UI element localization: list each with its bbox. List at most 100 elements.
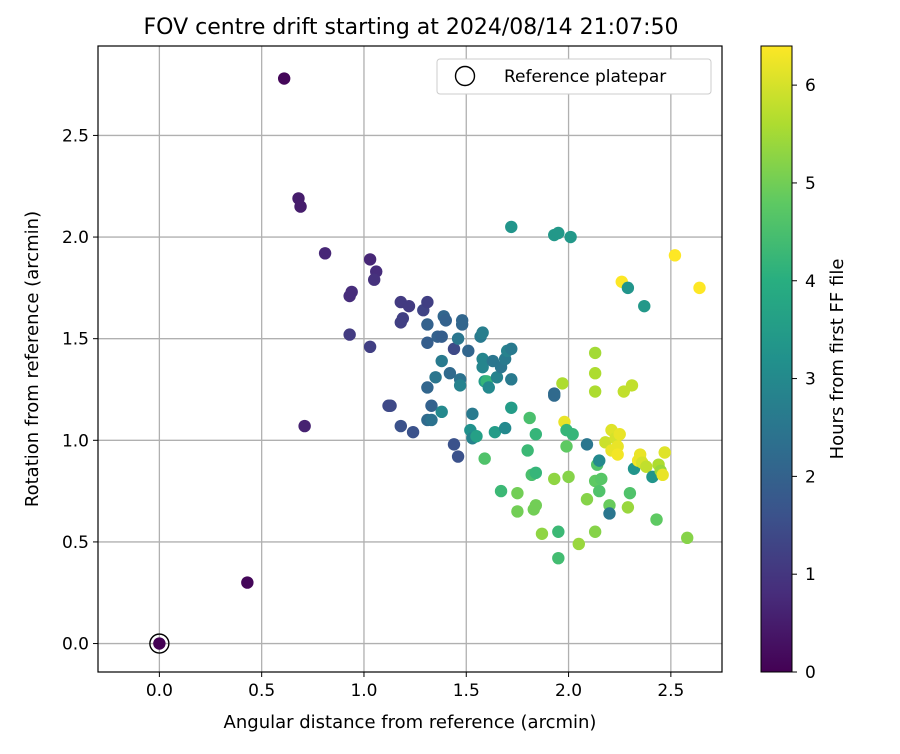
x-axis-label: Angular distance from reference (arcmin) — [224, 712, 597, 733]
data-point — [613, 428, 626, 441]
data-point — [588, 346, 602, 360]
data-point — [429, 371, 442, 384]
data-point — [455, 314, 469, 327]
data-point — [693, 281, 706, 295]
x-tick-label: 2.5 — [657, 681, 684, 701]
chart-title: FOV centre drift starting at 2024/08/14 … — [144, 15, 679, 40]
y-tick-label: 0.0 — [62, 635, 89, 655]
data-point — [494, 484, 508, 498]
data-point — [656, 468, 669, 482]
data-point — [611, 448, 624, 461]
x-axis-ticks: 0.0 0.5 1.0 1.5 2.0 2.5 — [146, 672, 684, 701]
y-tick-label: 2.5 — [62, 126, 89, 146]
data-point — [505, 220, 518, 234]
data-point — [318, 247, 332, 260]
data-point — [277, 72, 291, 85]
legend-marker-icon — [454, 65, 476, 87]
data-point — [505, 342, 518, 356]
x-tick-label: 1.0 — [350, 681, 377, 701]
data-point — [529, 466, 543, 480]
data-point — [490, 371, 504, 384]
data-point — [470, 430, 483, 443]
data-point — [623, 486, 637, 500]
y-tick-label: 1.5 — [62, 330, 89, 350]
data-point — [560, 440, 573, 453]
data-point — [425, 413, 438, 427]
data-point — [566, 428, 579, 441]
data-point — [552, 226, 565, 240]
colorbar-ticks: 0 1 2 3 4 5 6 — [792, 76, 816, 683]
legend-box — [436, 58, 712, 95]
data-point — [394, 419, 407, 433]
data-point — [564, 230, 577, 244]
data-point — [650, 513, 663, 526]
data-point — [478, 452, 491, 465]
data-point — [435, 405, 448, 419]
data-point — [439, 314, 453, 327]
colorbar-tick-label: 4 — [805, 272, 816, 292]
data-point — [552, 551, 565, 565]
data-point — [451, 450, 465, 463]
data-point — [435, 354, 448, 368]
y-tick-label: 0.5 — [62, 533, 89, 553]
data-point — [523, 411, 536, 425]
data-point — [498, 421, 512, 435]
data-point — [668, 249, 682, 262]
data-point — [658, 446, 671, 459]
y-axis-label: Rotation from reference (arcmin) — [22, 211, 43, 507]
data-point — [505, 401, 518, 414]
data-point — [638, 299, 651, 313]
data-point — [447, 438, 461, 451]
data-point — [345, 285, 358, 299]
data-point — [241, 576, 254, 589]
data-point — [548, 472, 561, 486]
grid-lines — [98, 46, 722, 672]
data-point — [511, 486, 524, 500]
data-point — [511, 505, 524, 518]
x-tick-label: 1.5 — [453, 681, 480, 701]
data-point — [421, 381, 434, 394]
y-axis-ticks: 0.0 0.5 1.0 1.5 2.0 2.5 — [62, 126, 98, 655]
data-point — [572, 537, 585, 551]
data-point — [363, 253, 377, 266]
y-tick-label: 2.0 — [62, 228, 89, 248]
data-point — [343, 328, 356, 341]
data-point — [640, 460, 653, 473]
colorbar-tick-label: 0 — [805, 663, 816, 683]
colorbar — [760, 45, 793, 673]
data-point — [621, 281, 635, 295]
colorbar-tick-label: 6 — [805, 76, 816, 96]
plot-area — [98, 46, 722, 672]
data-point — [384, 399, 397, 412]
reference-marker — [149, 633, 170, 654]
data-point — [476, 360, 489, 374]
data-point — [488, 425, 502, 439]
colorbar-tick-label: 1 — [805, 565, 816, 585]
data-point — [529, 428, 543, 441]
plot-frame — [97, 45, 723, 673]
data-point — [621, 501, 635, 514]
data-point — [548, 389, 561, 402]
data-point — [580, 493, 594, 506]
data-point — [625, 379, 639, 392]
data-point — [421, 336, 434, 349]
colorbar-tick-label: 3 — [805, 370, 816, 390]
data-point — [535, 527, 549, 540]
data-point — [447, 342, 461, 356]
data-point — [603, 507, 616, 520]
data-point — [451, 332, 465, 345]
x-tick-label: 0.0 — [146, 681, 173, 701]
colorbar-label: Hours from first FF file — [827, 259, 848, 460]
data-points — [153, 72, 706, 650]
colorbar-tick-label: 2 — [805, 467, 816, 487]
colorbar-tick-label: 5 — [805, 174, 816, 194]
data-point — [153, 637, 166, 650]
data-point — [505, 373, 518, 386]
y-tick-label: 1.0 — [62, 431, 89, 451]
data-point — [462, 344, 475, 358]
reference-platepar-marker — [149, 633, 170, 654]
data-point — [482, 381, 495, 394]
data-point — [521, 444, 534, 457]
data-point — [466, 407, 479, 421]
